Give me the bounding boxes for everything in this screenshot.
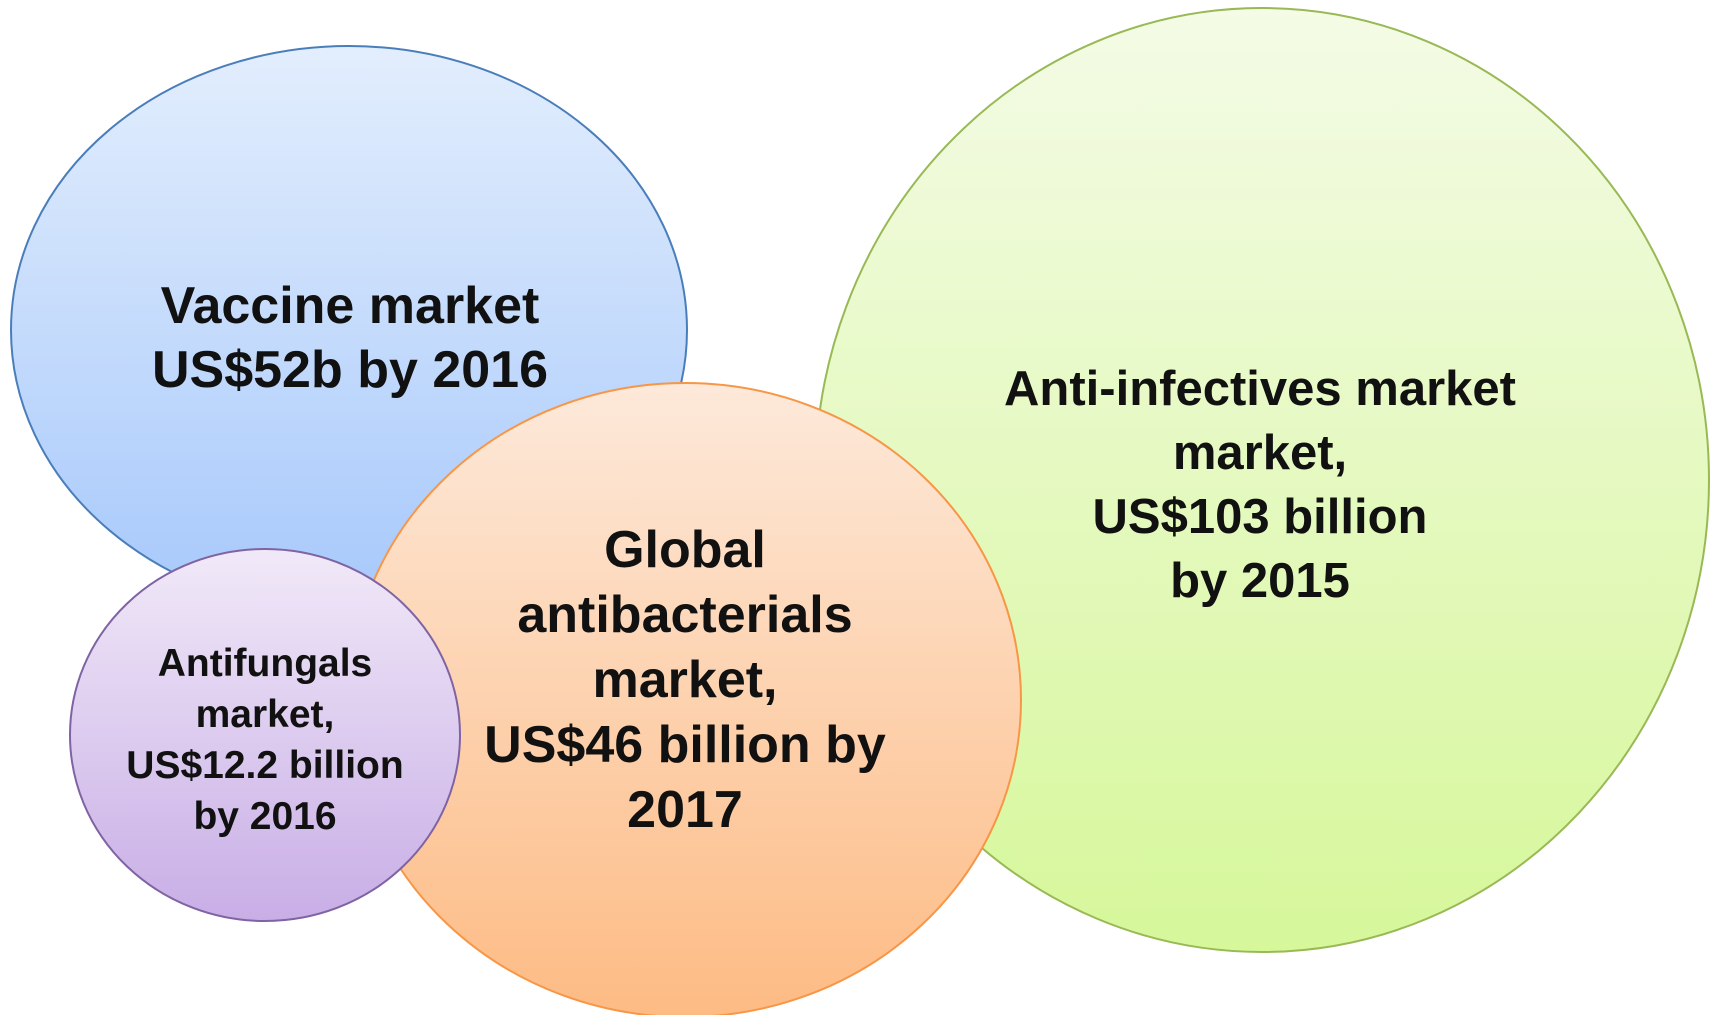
anti-infectives-market-label: Anti-infectives market market, US$103 bi…	[930, 355, 1590, 615]
antifungals-label-line: market,	[195, 693, 335, 736]
anti-infectives-label-line: Anti-infectives market	[1004, 362, 1516, 416]
vaccine-label-line: US$52b by 2016	[151, 340, 549, 399]
vaccine-label-line: Vaccine market	[160, 276, 540, 335]
vaccine-market-label: Vaccine market US$52b by 2016	[100, 270, 600, 405]
antifungals-market-bubble	[69, 548, 461, 922]
antibacterials-label-line: antibacterials	[517, 585, 853, 644]
antibacterials-market-label: Global antibacterials market, US$46 bill…	[455, 515, 915, 845]
antibacterials-label-line: 2017	[627, 780, 743, 839]
antibacterials-label-line: Global	[604, 520, 766, 579]
anti-infectives-label-line: market,	[1172, 426, 1348, 480]
antifungals-label-line: by 2016	[193, 795, 337, 838]
antifungals-label-line: US$12.2 billion	[126, 744, 404, 787]
antibacterials-label-line: market,	[592, 650, 778, 709]
antifungals-label-line: Antifungals	[157, 642, 373, 685]
anti-infectives-label-line: US$103 billion	[1092, 490, 1428, 544]
anti-infectives-label-line: by 2015	[1170, 554, 1350, 608]
antibacterials-label-line: US$46 billion by	[484, 715, 886, 774]
antifungals-market-label: Antifungals market, US$12.2 billion by 2…	[85, 630, 445, 850]
